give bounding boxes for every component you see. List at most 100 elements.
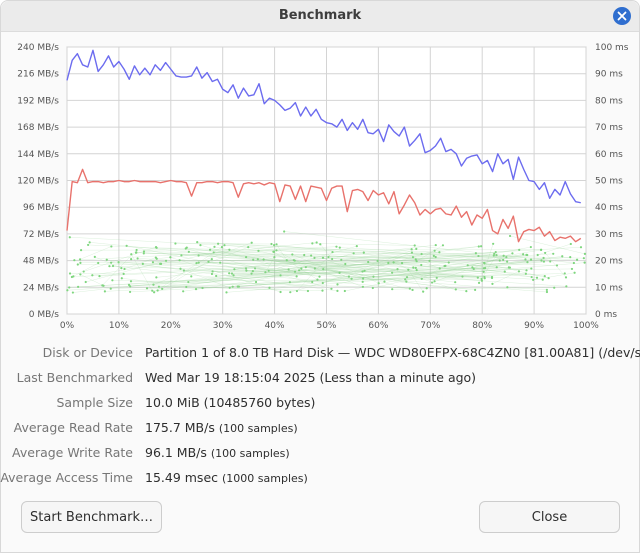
access-time-trace: [183, 252, 440, 292]
access-time-point: [545, 290, 549, 294]
access-time-trace: [289, 273, 565, 283]
access-time-point: [285, 259, 288, 262]
access-time-point: [212, 251, 215, 254]
access-time-trace: [136, 252, 414, 268]
access-time-point: [540, 259, 543, 262]
access-time-point: [561, 255, 564, 258]
access-time-trace: [111, 262, 410, 289]
x-tick-label: 10%: [109, 321, 129, 331]
access-time-point: [257, 249, 260, 252]
y-right-tick-label: 50 ms: [595, 177, 623, 187]
access-time-point: [549, 260, 552, 263]
access-time-trace: [392, 246, 531, 273]
access-time-point: [335, 245, 338, 248]
x-tick-label: 70%: [420, 321, 440, 331]
access-time-point: [541, 278, 544, 281]
access-time-trace: [112, 280, 427, 289]
read-rate-samples: (100 samples): [218, 422, 298, 435]
access-time-trace: [224, 245, 545, 277]
access-time-point: [502, 258, 505, 262]
access-time-trace: [544, 252, 567, 278]
access-time-point: [430, 281, 434, 284]
access-time-point: [77, 285, 80, 288]
info-label: Average Access Time: [0, 470, 133, 485]
access-time-point: [405, 280, 408, 283]
info-label: Average Write Rate: [12, 445, 133, 460]
access-time-point: [482, 270, 485, 273]
access-time-point: [190, 275, 193, 278]
access-time-point: [503, 270, 506, 273]
y-left-tick-label: 96 MB/s: [23, 203, 59, 213]
access-time-point: [300, 267, 303, 270]
access-time-point: [438, 267, 441, 270]
title-bar: Benchmark: [1, 1, 639, 32]
access-time-trace: [507, 287, 547, 291]
access-time-trace: [268, 245, 357, 271]
access-time-point: [117, 261, 120, 264]
access-time-point: [151, 289, 154, 292]
access-time-trace: [161, 249, 230, 265]
access-time-point: [98, 275, 101, 278]
access-time-point: [256, 258, 259, 261]
access-time-point: [414, 266, 417, 269]
access-time-point: [415, 247, 418, 250]
access-time-point: [247, 246, 250, 249]
window-close-button[interactable]: [613, 7, 631, 25]
access-time-trace: [408, 269, 424, 292]
access-time-trace: [74, 246, 337, 261]
write-rate-line: [66, 168, 582, 243]
access-time-point: [102, 284, 105, 287]
access-time-point: [220, 245, 224, 249]
access-time-point: [287, 268, 290, 271]
access-time-point: [447, 261, 450, 264]
access-time-point: [79, 273, 82, 276]
close-button[interactable]: Close: [479, 501, 620, 533]
y-left-tick-label: 48 MB/s: [23, 257, 59, 267]
access-time-trace: [94, 256, 122, 269]
access-time-trace: [154, 246, 223, 293]
access-time-point: [169, 256, 172, 259]
access-time-point: [264, 271, 267, 274]
access-time-point: [552, 252, 555, 255]
info-value: Wed Mar 19 18:15:04 2025 (Less than a mi…: [145, 370, 477, 385]
access-time-point: [517, 270, 521, 273]
access-time-point: [251, 270, 254, 273]
access-time-point: [420, 252, 423, 256]
access-time-point: [306, 289, 310, 293]
access-time-point: [244, 267, 248, 270]
access-time-point: [293, 270, 297, 273]
access-time-point: [88, 241, 91, 244]
access-time-point: [338, 246, 341, 249]
access-time-point: [164, 259, 168, 262]
access-time-point: [413, 244, 416, 247]
access-time-point: [97, 261, 100, 265]
start-benchmark-button[interactable]: Start Benchmark…: [21, 501, 162, 533]
access-time-point: [438, 251, 441, 254]
access-time-point: [410, 248, 413, 251]
access-time-trace: [484, 243, 494, 269]
access-time-point: [108, 265, 111, 268]
access-time-point: [355, 245, 358, 248]
access-time-point: [252, 258, 255, 261]
access-time-point: [579, 246, 583, 249]
access-time-trace: [153, 246, 249, 285]
access-time-point: [122, 272, 125, 275]
access-time-trace: [492, 271, 520, 285]
access-time-trace: [478, 255, 578, 260]
access-time-trace: [135, 252, 557, 266]
access-time-trace: [156, 242, 317, 259]
access-time-point: [572, 261, 575, 265]
x-tick-label: 20%: [161, 321, 181, 331]
access-time-trace: [131, 254, 153, 291]
access-time-point: [425, 287, 428, 290]
access-time-point: [157, 285, 161, 288]
access-time-point: [130, 258, 133, 261]
access-time-point: [184, 247, 187, 250]
access-time-point: [367, 260, 370, 264]
access-time-point: [530, 275, 533, 279]
access-time-trace: [368, 261, 456, 290]
access-time-point: [197, 261, 200, 264]
access-time-trace: [213, 251, 275, 253]
access-time-point: [336, 289, 339, 293]
